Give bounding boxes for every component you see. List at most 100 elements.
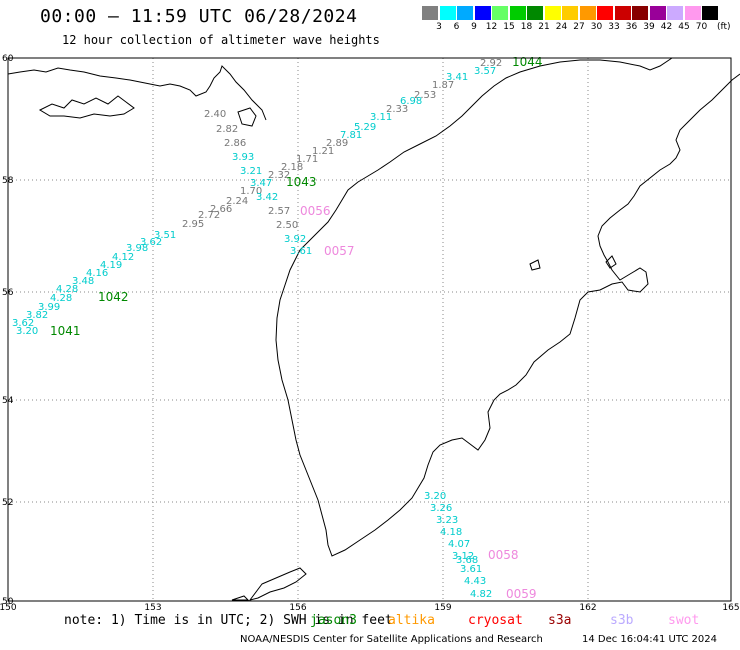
colorbar-swatch [684,6,702,20]
kamchatka-coastline [275,73,740,557]
footer-note: note: 1) Time is in UTC; 2) SWH is in fe… [64,613,393,628]
wave-height-value: 3.41 [446,72,468,83]
map-frame [7,57,732,602]
wave-height-value: 2.24 [226,196,248,207]
legend-item-cryosat: cryosat [468,613,523,628]
colorbar-swatch [527,6,544,20]
wave-height-value: 2.50 [276,220,298,231]
longitude-label: 159 [434,603,451,613]
wave-height-value: 3.62 [140,237,162,248]
colorbar-swatch [544,6,562,20]
colorbar-label: 45 [678,22,690,32]
wave-height-value: 2.82 [216,124,238,135]
colorbar-swatch [474,6,492,20]
colorbar-label: 18 [520,22,533,32]
wave-height-value: 5.29 [354,122,376,133]
wave-height-value: 2.57 [268,206,290,217]
wave-height-value: 1.87 [432,80,454,91]
longitude-label: 165 [722,603,739,613]
kamchatka-coastline-north [299,57,673,251]
pass-id-label: 0057 [324,244,355,258]
legend-item-jason3: jason3 [310,613,357,628]
colorbar-label: 33 [608,22,620,32]
colorbar-swatch [597,6,614,20]
legend-item-s3a: s3a [548,613,572,628]
wave-height-value: 3.20 [16,326,38,337]
wave-height-value: 3.51 [154,230,176,241]
colorbar-swatch [649,6,667,20]
colorbar-label: 15 [503,22,515,32]
island-shape [529,259,541,271]
wave-height-value: 3.26 [430,503,452,514]
colorbar-label: 6 [453,22,460,32]
colorbar-swatch [562,6,579,20]
wave-height-value: 4.07 [448,539,470,550]
wave-height-value: 1.21 [312,146,334,157]
pass-id-label: 1043 [286,175,317,189]
pass-id-label: 1041 [50,324,81,338]
wave-height-value: 3.93 [232,152,254,163]
wave-height-value: 2.66 [210,204,232,215]
wave-height-value: 3.12 [452,551,474,562]
island-shape [38,95,135,119]
colorbar-swatch [439,6,457,20]
colorbar-label: 27 [573,22,585,32]
pass-id-label: 1042 [98,290,129,304]
wave-height-value: 2.95 [182,219,204,230]
wave-height-value: 3.61 [290,246,312,257]
colorbar-swatch [422,6,439,20]
wave-height-value: 4.12 [112,252,134,263]
colorbar-swatch [492,6,509,20]
island-shape [248,567,307,601]
colorbar-swatch [614,6,632,20]
wave-height-value: 2.32 [268,170,290,181]
legend-item-altika: altika [388,613,435,628]
wave-height-value: 3.99 [38,302,60,313]
legend-item-s3b: s3b [610,613,634,628]
wave-height-value: 2.53 [414,90,436,101]
colorbar-swatch [457,6,474,20]
latitude-label: 50 [2,597,14,607]
colorbar-label: 24 [555,22,568,32]
pass-id-label: 0058 [488,548,519,562]
wave-height-value: 3.21 [240,166,262,177]
island-shape [237,107,257,127]
colorbar-label: 70 [695,22,708,32]
colorbar-swatch [579,6,597,20]
island-shape [605,255,617,269]
wave-height-value: 3.62 [12,318,34,329]
colorbar-label: 21 [538,22,550,32]
wave-height-value: 7.81 [340,130,362,141]
wave-height-value: 2.92 [480,58,502,69]
wave-height-value: 3.98 [126,243,148,254]
colorbar-label: 9 [471,22,477,32]
legend-item-swot: swot [668,613,700,628]
wave-height-value: 3.20 [424,491,446,502]
longitude-label: 153 [144,603,161,613]
magadan-coastline [7,65,267,121]
wave-height-value: 3.48 [72,276,94,287]
wave-height-value: 3.11 [370,112,392,123]
pass-id-label: 0059 [506,587,537,601]
wave-height-value: 4.16 [86,268,108,279]
wave-height-value: 2.72 [198,210,220,221]
longitude-label: 162 [579,603,596,613]
wave-height-value: 2.40 [204,109,226,120]
map-title: 00:00 – 11:59 UTC 06/28/2024 [40,6,358,27]
colorbar-swatch [667,6,684,20]
map-subtitle: 12 hour collection of altimeter wave hei… [62,33,380,47]
colorbar-label: 36 [625,22,638,32]
wave-height-value: 4.28 [56,284,78,295]
wave-height-value: 3.47 [250,178,272,189]
longitude-label: 150 [0,603,17,613]
colorbar-label: 30 [590,22,603,32]
wave-height-value: 3.57 [474,66,496,77]
colorbar-swatch [632,6,649,20]
colorbar-label: 12 [485,22,498,32]
wave-height-value: 1.71 [296,154,318,165]
track-labels: 2.92 1.872.53 2.33 2.891.211.712.182.32 1.70… [12,55,543,601]
colorbar-label: 3 [436,22,442,32]
wave-height-value: 3.82 [26,310,48,321]
colorbar-swatch [702,6,719,20]
